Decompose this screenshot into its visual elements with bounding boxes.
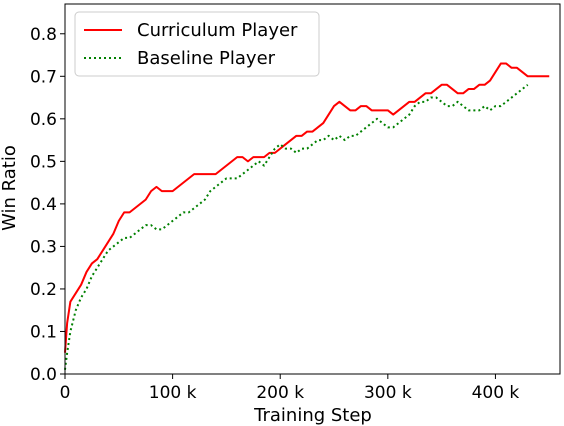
y-tick-label: 0.1 xyxy=(30,322,57,342)
series-line-2 xyxy=(64,84,529,370)
y-tick-label: 0.5 xyxy=(30,152,57,172)
axes-layer: 0 100 k 200 k 300 k 400 k 0.0 0.1 0.2 0.3 0.4 0.5 0… xyxy=(30,3,561,403)
series-line-1 xyxy=(64,62,550,353)
plot-frame xyxy=(64,3,561,375)
legend: Curriculum Player Baseline Player xyxy=(74,11,320,77)
y-tick-label: 0.6 xyxy=(30,110,57,130)
legend-label-2: Baseline Player xyxy=(137,48,276,69)
y-tick-label: 0.3 xyxy=(30,237,57,257)
y-tick-label: 0.7 xyxy=(30,67,57,87)
x-axis-label: Training Step xyxy=(253,405,372,426)
y-tick-label: 0.8 xyxy=(30,25,57,45)
x-tick-label: 200 k xyxy=(256,383,304,403)
y-tick-label: 0.0 xyxy=(30,365,57,385)
series-layer xyxy=(64,62,550,370)
x-tick-label: 400 k xyxy=(472,383,520,403)
legend-label-1: Curriculum Player xyxy=(137,20,298,41)
y-tick-label: 0.4 xyxy=(30,195,57,215)
y-tick-label: 0.2 xyxy=(30,280,57,300)
legend-box xyxy=(74,11,320,77)
y-axis-label: Win Ratio xyxy=(0,145,20,231)
x-tick-label: 0 xyxy=(60,383,71,403)
x-tick-label: 300 k xyxy=(364,383,412,403)
x-tick-label: 100 k xyxy=(149,383,197,403)
